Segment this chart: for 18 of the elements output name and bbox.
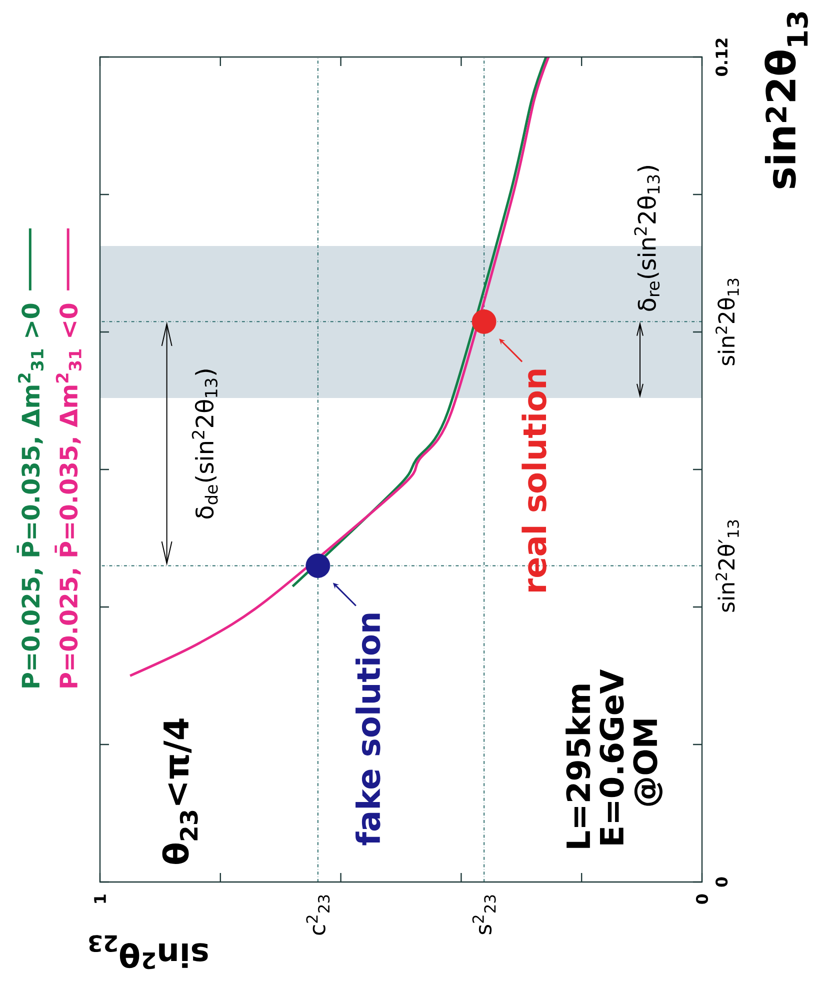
text: P=0.025, P̄=0.035, Δm$^{2}$$_{31}$ >0 xyxy=(16,304,44,688)
annotation: E=0.6GeV xyxy=(600,669,624,844)
annotation: θ$_{23}$<π/4 xyxy=(162,718,198,864)
ref-line-label: s$^{2}$23 xyxy=(472,895,496,934)
annotation: δ$_{de}$(sin$^{2}$2θ$_{13}$) xyxy=(192,370,218,519)
ref-line-label: sin$^{2}$2θ$_{13}$ xyxy=(716,278,739,366)
ref-line-label: c$^{2}$23 xyxy=(306,895,330,935)
annotation: real solution xyxy=(522,370,546,592)
ref-line-label: sin$^{2}$2θ′$_{13}$ xyxy=(716,520,739,612)
annotation: @OM xyxy=(633,720,662,806)
x-axis-title: sin$^{2}$θ$_{23}$ xyxy=(89,935,208,970)
annotation: δ$_{re}$(sin$^{2}$2θ$_{13}$) xyxy=(634,166,660,311)
y-axis-title: sin$^{2}$2θ$_{13}$ xyxy=(764,12,808,188)
text: P=0.025, P̄=0.035, Δm$^{2}$$_{31}$ <0 xyxy=(54,304,82,688)
y-tick-label: 0.12 xyxy=(716,38,728,76)
x-tick-label: 1 xyxy=(94,894,106,903)
annotation: L=295km xyxy=(566,684,590,848)
annotation: fake solution xyxy=(356,614,380,846)
